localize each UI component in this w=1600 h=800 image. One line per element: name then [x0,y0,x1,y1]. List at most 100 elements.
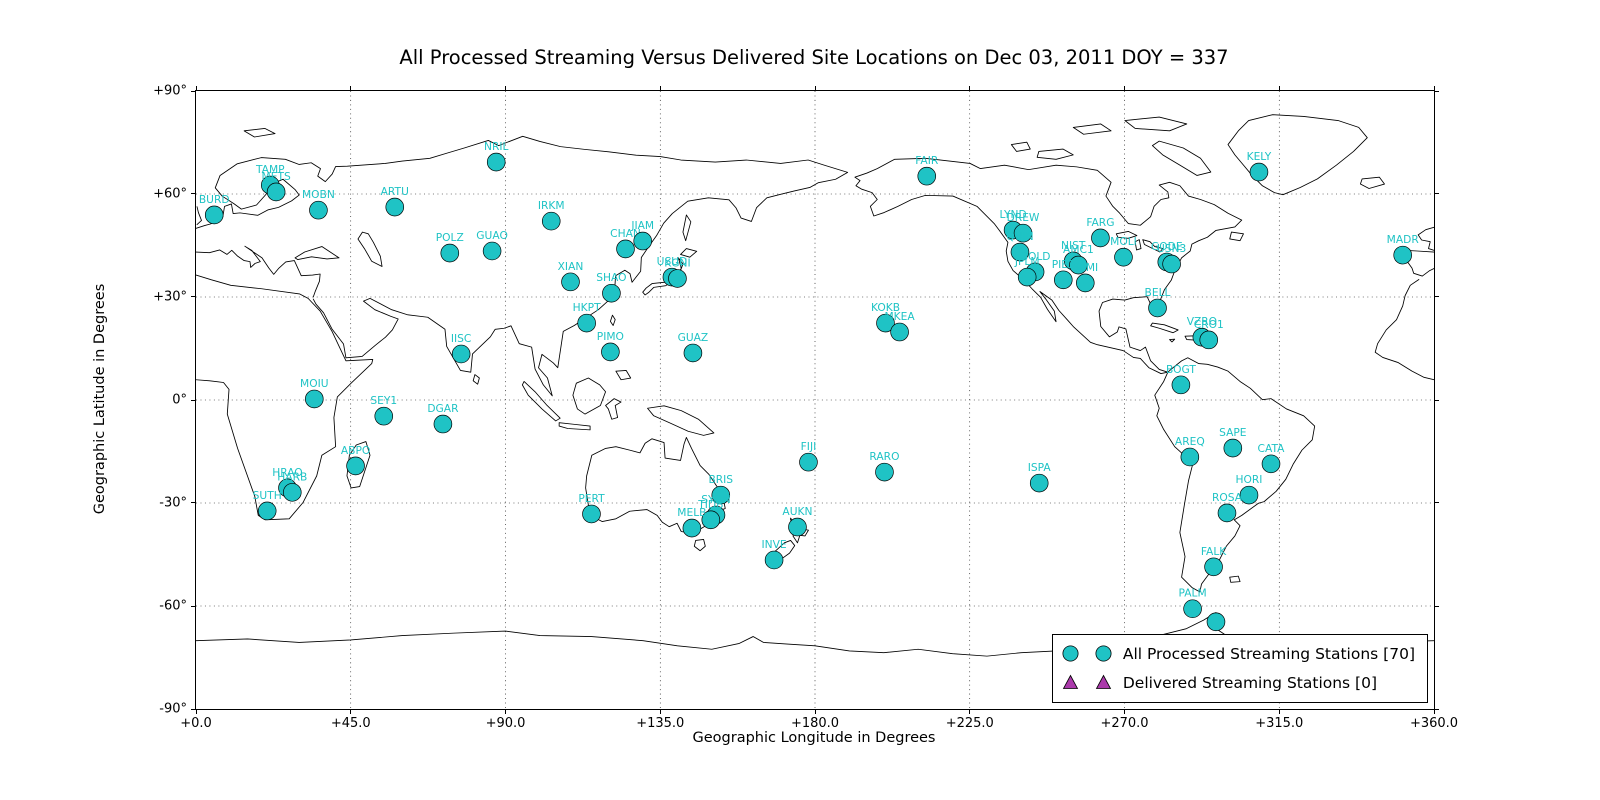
chart-title: All Processed Streaming Versus Delivered… [399,46,1229,69]
station-marker [1029,473,1049,493]
grid-lines [196,91,1434,709]
station-label: CATA [1258,442,1286,455]
station-label: GOLD [1020,250,1051,263]
x-tick-top [350,86,352,91]
station-marker [283,483,302,502]
x-tick-top [195,86,197,91]
x-tick-label: +225.0 [945,716,994,731]
station-marker [1148,298,1167,318]
x-tick-bottom [1433,709,1435,714]
x-tick-bottom [505,709,506,714]
station-label: NIST [1061,239,1086,252]
y-tick-right [1434,502,1439,504]
station-label: HRAO [272,466,302,479]
y-tick-label: -60° [159,598,187,614]
y-tick-left [191,502,196,504]
station-label: MELB [677,506,706,519]
x-tick-bottom [350,709,352,714]
station-marker [788,517,807,537]
station-label: HARB [277,470,307,483]
station-label: PIMO [597,330,624,343]
station-label: JIAM [630,219,654,232]
triangle-icon [1095,674,1112,689]
station-marker [1010,242,1030,262]
circle-marker-icon [1061,644,1113,663]
station-marker [482,241,502,261]
x-axis-label: Geographic Longitude in Degrees [692,730,936,746]
legend: All Processed Streaming Stations [70] Del… [1051,634,1428,703]
x-tick-bottom [814,709,816,714]
station-label: CRO1 [1194,318,1224,331]
station-marker [683,343,703,363]
station-label: MADR [1387,233,1420,246]
station-label: AUKN [782,505,812,518]
x-tick-top [814,86,816,91]
station-label: MOLI [1110,235,1137,248]
y-tick-left [191,605,196,607]
station-label: KGNI [664,256,690,269]
station-label: BELL [1145,286,1171,299]
station-label: HKPT [573,301,601,314]
x-tick-label: +315.0 [1255,716,1304,731]
x-tick-label: +135.0 [636,716,685,731]
x-tick-label: +270.0 [1100,716,1149,731]
station-marker [601,342,620,362]
y-axis-label: Geographic Latitude in Degrees [92,283,108,515]
x-tick-top [1433,86,1435,91]
station-label: DREW [1007,211,1040,224]
station-marker [1162,254,1181,274]
station-marker [1180,447,1200,467]
y-tick-right [1434,90,1439,92]
station-label: KOKB [871,301,900,314]
station-label: FARG [1086,216,1114,229]
y-tick-right [1434,296,1439,298]
y-tick-left [191,296,196,298]
x-tick-top [969,86,971,91]
y-tick-right [1434,605,1439,607]
station-label: VZRO [1187,315,1217,328]
station-marker [561,272,580,292]
station-label: AMC1 [1063,243,1094,256]
station-label: AREQ [1175,435,1205,448]
station-marker [1223,438,1243,458]
circle-icon [1062,645,1079,662]
station-marker [1054,270,1073,290]
y-tick-left [191,193,196,195]
triangle-icon [1062,674,1079,689]
station-label: PALM [1179,587,1207,600]
station-marker [682,518,702,538]
y-tick-left [191,399,196,401]
station-label: KELY [1247,150,1272,163]
station-label: INVE [762,538,787,551]
x-tick-label: +90.0 [485,716,526,731]
x-tick-bottom [659,709,661,714]
station-marker [1013,223,1033,243]
legend-row: All Processed Streaming Stations [70] [1061,639,1415,668]
station-marker [764,550,784,570]
station-label: POLZ [436,231,464,244]
x-tick-label: +360.0 [1409,716,1459,731]
station-marker [602,283,621,303]
triangle-marker-icon [1061,673,1113,692]
station-marker [875,462,894,482]
station-label: IISC [451,332,471,345]
station-marker [433,414,453,434]
station-label: RARO [869,450,899,463]
station-marker [1114,247,1133,267]
station-label: XIAN [558,260,584,273]
station-label: SYDN [701,493,730,506]
world-coastlines [196,114,1434,657]
plot-area: BURD TAMP METS MOBN ARTU NRIL IRKM POLZ GUAO XIAN… [153,84,1458,732]
station-label: TAMP [255,163,285,176]
x-tick-label: +180.0 [790,716,840,731]
legend-label: Delivered Streaming Stations [0] [1122,673,1378,692]
x-tick-bottom [969,709,971,714]
y-tick-left [191,90,196,92]
station-marker [1393,245,1412,265]
legend-label: All Processed Streaming Stations [70] [1122,644,1415,663]
station-marker [346,456,365,476]
x-tick-top [505,86,506,91]
x-tick-top [1124,86,1125,91]
station-label: IRKM [538,199,565,212]
y-tick-label: +90° [153,83,187,99]
